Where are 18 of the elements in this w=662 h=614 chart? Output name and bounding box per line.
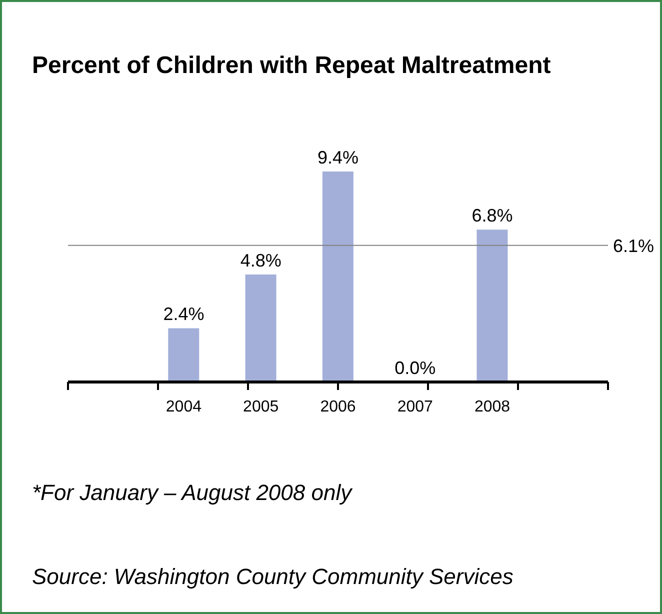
- x-tick-label: 2004: [166, 398, 202, 416]
- text: *For January – August 2008 only: [32, 480, 352, 506]
- chart-title: Percent of Children with Repeat Maltreatment: [32, 52, 551, 80]
- x-tick-label: 2008: [474, 398, 510, 416]
- source-note: Source: Washington County Community Services: [32, 564, 514, 590]
- bar: [245, 274, 276, 382]
- x-tick-label: 2006: [320, 398, 356, 416]
- data-label: 0.0%: [394, 358, 436, 378]
- bar: [322, 171, 354, 382]
- ref-line-label: 6.1%: [613, 236, 654, 256]
- x-tick-label: 2007: [397, 398, 434, 416]
- data-label: 4.8%: [240, 250, 282, 270]
- bar: [168, 328, 200, 382]
- data-label: 6.8%: [472, 206, 513, 226]
- data-label: 2.4%: [163, 304, 204, 324]
- bar: [476, 230, 508, 382]
- x-tick-label: 2005: [243, 398, 279, 416]
- data-label: 9.4%: [317, 147, 359, 168]
